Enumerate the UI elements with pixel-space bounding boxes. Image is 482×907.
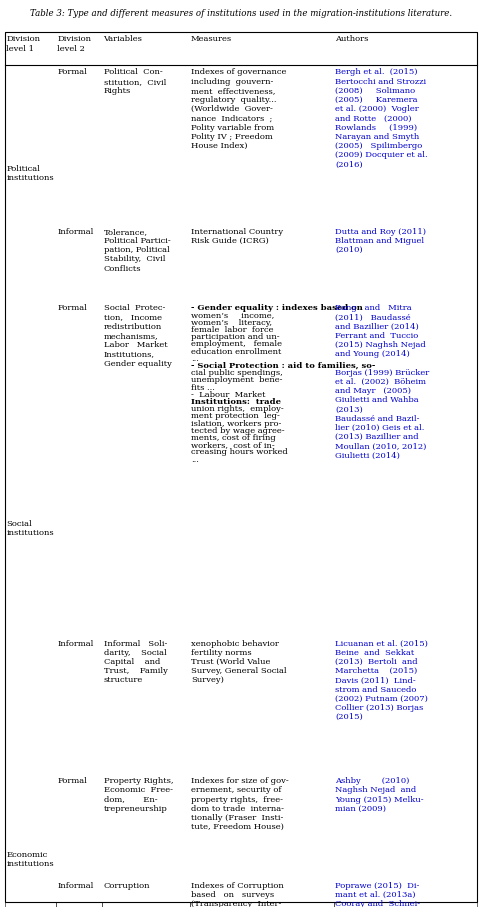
Text: education enrollment: education enrollment <box>191 347 281 356</box>
Bar <box>334 32 477 64</box>
Bar <box>102 224 189 301</box>
Text: Social  Protec-
tion,   Income
redistribution
mechanisms,
Labor   Market
Institu: Social Protec- tion, Income redistributi… <box>104 305 172 367</box>
Bar <box>5 301 56 774</box>
Text: Division
level 2: Division level 2 <box>57 35 91 53</box>
Text: Variables: Variables <box>104 35 143 44</box>
Bar <box>189 636 334 774</box>
Text: Economic
institutions: Economic institutions <box>6 851 54 868</box>
Text: xenophobic behavior
fertility norms
Trust (World Value
Survey, General Social
Su: xenophobic behavior fertility norms Trus… <box>191 639 287 685</box>
Text: Indexes of Corruption
based   on   surveys
(Transparency  Inter-
national): Indexes of Corruption based on surveys (… <box>191 882 284 907</box>
Text: Informal: Informal <box>57 882 94 890</box>
Text: Informal   Soli-
darity,    Social
Capital    and
Trust,    Family
structure: Informal Soli- darity, Social Capital an… <box>104 639 167 685</box>
Text: Political
institutions: Political institutions <box>6 165 54 182</box>
Bar <box>56 774 102 878</box>
Bar <box>334 224 477 301</box>
Bar <box>102 64 189 224</box>
Text: Corruption: Corruption <box>104 882 150 890</box>
Text: women’s     income,: women’s income, <box>191 312 274 319</box>
Text: Indexes of governance
including  gouvern-
ment  effectiveness,
regulatory  quali: Indexes of governance including gouvern-… <box>191 68 286 150</box>
Bar <box>334 301 477 636</box>
Bar <box>334 636 477 774</box>
Bar <box>102 774 189 878</box>
Bar <box>56 636 102 774</box>
Text: Measures: Measures <box>191 35 232 44</box>
Bar <box>102 32 189 64</box>
Text: tected by wage agree-: tected by wage agree- <box>191 427 284 434</box>
Text: ...: ... <box>191 355 199 363</box>
Text: ment protection  leg-: ment protection leg- <box>191 413 280 421</box>
Text: Bergh et al.  (2015)
Bertocchi and Strozzi
(2008)     Solimano
(2005)     Kareme: Bergh et al. (2015) Bertocchi and Strozz… <box>335 68 428 169</box>
Text: union rights,  employ-: union rights, employ- <box>191 405 284 414</box>
Bar <box>189 64 334 224</box>
Text: Political  Con-
stitution,  Civil
Rights: Political Con- stitution, Civil Rights <box>104 68 166 95</box>
Bar <box>334 878 477 907</box>
Bar <box>102 878 189 907</box>
Text: female  labor  force: female labor force <box>191 326 273 334</box>
Bar <box>189 774 334 878</box>
Text: cial public spendings,: cial public spendings, <box>191 369 283 377</box>
Bar <box>56 878 102 907</box>
Text: Property Rights,
Economic  Free-
dom,       En-
trepreneurship: Property Rights, Economic Free- dom, En-… <box>104 777 173 813</box>
Text: Poprawe (2015)  Di-
mant et al. (2013a)
Cooray and  Schnei-
der (2014) Rowlands
: Poprawe (2015) Di- mant et al. (2013a) C… <box>335 882 423 907</box>
Text: Informal: Informal <box>57 228 94 236</box>
Bar <box>334 64 477 224</box>
Text: Division
level 1: Division level 1 <box>6 35 40 53</box>
Text: Licuanan et al. (2015)
Beine  and  Sekkat
(2013)  Bertoli  and
Marchetta    (201: Licuanan et al. (2015) Beine and Sekkat … <box>335 639 428 721</box>
Bar <box>5 32 56 64</box>
Text: ments, cost of firing: ments, cost of firing <box>191 434 276 442</box>
Text: ...: ... <box>191 455 199 463</box>
Text: Authors: Authors <box>335 35 368 44</box>
Bar <box>189 301 334 636</box>
Text: -  Labour  Market: - Labour Market <box>191 391 266 399</box>
Text: International Country
Risk Guide (ICRG): International Country Risk Guide (ICRG) <box>191 228 283 245</box>
Text: Formal: Formal <box>57 305 87 312</box>
Text: Institutions:  trade: Institutions: trade <box>191 398 281 406</box>
Text: - Gender equality : indexes based on: - Gender equality : indexes based on <box>191 305 363 312</box>
Bar <box>56 301 102 636</box>
Text: employment,   female: employment, female <box>191 340 282 348</box>
Text: Bang   and   Mitra
(2011)   Baudassé
and Bazillier (2014)
Ferrant and  Tuccio
(2: Bang and Mitra (2011) Baudassé and Bazil… <box>335 305 429 460</box>
Text: Formal: Formal <box>57 777 87 785</box>
Text: Table 3: Type and different measures of institutions used in the migration-insti: Table 3: Type and different measures of … <box>30 9 452 18</box>
Bar <box>334 774 477 878</box>
Text: fits ...: fits ... <box>191 384 215 392</box>
Text: Dutta and Roy (2011)
Blattman and Miguel
(2010): Dutta and Roy (2011) Blattman and Miguel… <box>335 228 426 254</box>
Text: Formal: Formal <box>57 68 87 76</box>
Text: workers,  cost of in-: workers, cost of in- <box>191 441 275 449</box>
Text: unemployment  bene-: unemployment bene- <box>191 376 282 385</box>
Bar <box>189 878 334 907</box>
Bar <box>5 774 56 907</box>
Bar <box>102 636 189 774</box>
Text: women’s    literacy,: women’s literacy, <box>191 319 272 327</box>
Text: - Social Protection : aid to families, so-: - Social Protection : aid to families, s… <box>191 362 375 370</box>
Text: participation and un-: participation and un- <box>191 333 280 341</box>
Bar <box>189 224 334 301</box>
Bar <box>5 64 56 301</box>
Text: creasing hours worked: creasing hours worked <box>191 448 288 456</box>
Bar <box>56 32 102 64</box>
Bar <box>102 301 189 636</box>
Text: islation, workers pro-: islation, workers pro- <box>191 420 281 427</box>
Bar <box>56 224 102 301</box>
Bar <box>56 64 102 224</box>
Text: Indexes for size of gov-
ernement, security of
property rights,  free-
dom to tr: Indexes for size of gov- ernement, secur… <box>191 777 289 831</box>
Text: Ashby        (2010)
Naghsh Nejad  and
Young (2015) Melku-
mian (2009): Ashby (2010) Naghsh Nejad and Young (201… <box>335 777 424 813</box>
Text: Informal: Informal <box>57 639 94 648</box>
Text: Social
institutions: Social institutions <box>6 520 54 537</box>
Text: Tolerance,
Political Partici-
pation, Political
Stability,  Civil
Conflicts: Tolerance, Political Partici- pation, Po… <box>104 228 170 273</box>
Bar <box>189 32 334 64</box>
